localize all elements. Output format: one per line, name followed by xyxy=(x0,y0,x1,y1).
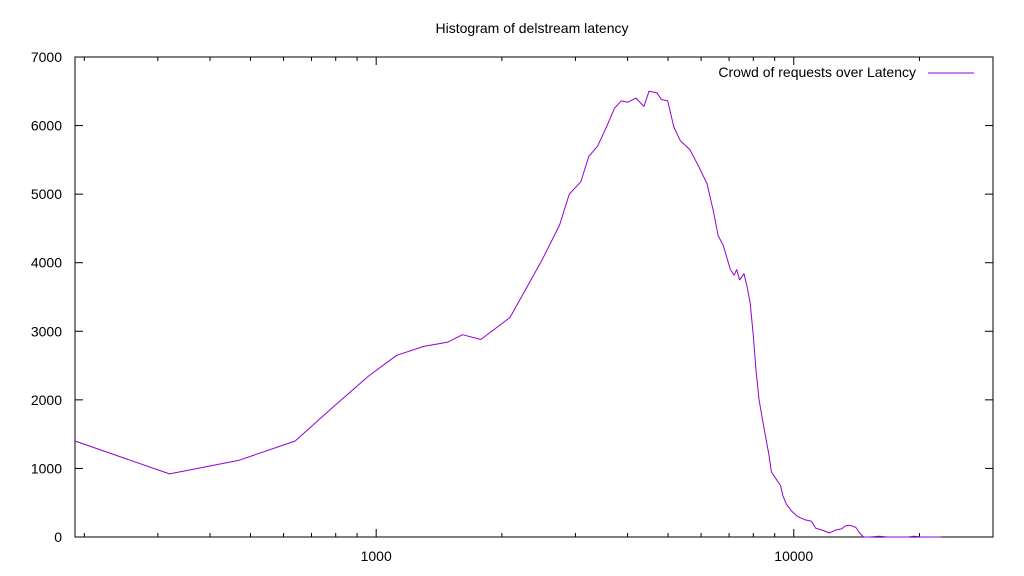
chart-title: Histogram of delstream latency xyxy=(436,20,629,36)
plot-area xyxy=(74,56,994,538)
x-axis: 1000 10000 xyxy=(83,57,994,564)
y-tick-label: 3000 xyxy=(31,323,62,339)
legend-label: Crowd of requests over Latency xyxy=(718,64,916,80)
y-tick-label: 5000 xyxy=(31,186,62,202)
series-line xyxy=(74,90,941,538)
x-tick-label: 10000 xyxy=(774,548,813,564)
y-tick-label: 1000 xyxy=(31,460,62,476)
y-tick-label: 2000 xyxy=(31,392,62,408)
plot-border xyxy=(74,56,994,538)
legend: Crowd of requests over Latency xyxy=(718,64,974,80)
y-tick-label: 0 xyxy=(54,529,62,545)
series-layer xyxy=(74,90,941,538)
y-axis: 0 1000 2000 3000 4000 5000 6000 7000 xyxy=(31,49,993,545)
y-tick-label: 4000 xyxy=(31,255,62,271)
x-tick-label: 1000 xyxy=(361,548,392,564)
y-tick-label: 7000 xyxy=(31,49,62,65)
y-tick-label: 6000 xyxy=(31,118,62,134)
